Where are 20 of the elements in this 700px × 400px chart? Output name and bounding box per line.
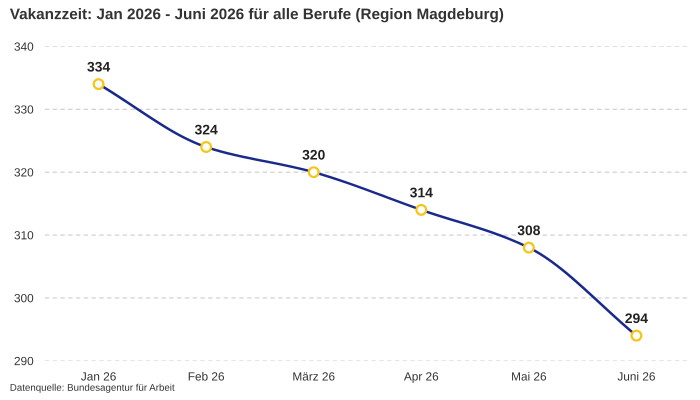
x-tick-label: Feb 26 bbox=[188, 372, 224, 381]
x-tick-label: März 26 bbox=[293, 372, 335, 381]
data-label: 314 bbox=[410, 188, 433, 198]
y-tick-label: 300 bbox=[14, 294, 34, 302]
y-tick-label: 330 bbox=[14, 105, 34, 114]
x-tick-label: Apr 26 bbox=[404, 372, 438, 383]
data-label: 320 bbox=[302, 150, 325, 160]
data-label: 294 bbox=[625, 313, 648, 324]
x-tick-label: Mai 26 bbox=[512, 372, 546, 381]
data-label: 308 bbox=[518, 225, 540, 236]
data-label: 334 bbox=[87, 62, 110, 72]
y-tick-label: 340 bbox=[14, 42, 34, 51]
y-tick-label: 310 bbox=[14, 231, 34, 240]
y-tick-label: 320 bbox=[14, 168, 34, 177]
chart-title: Vakanzzeit: Jan 2026 - Juni 2026 für alle Berufe (Region Magdeburg) bbox=[10, 8, 504, 22]
x-tick-label: Juni 26 bbox=[618, 372, 655, 381]
data-label: 324 bbox=[194, 124, 218, 135]
text: Datenquelle: Bundesagentur für Arbeit bbox=[10, 384, 175, 393]
y-tick-label: 290 bbox=[14, 356, 34, 366]
x-tick-label: Jan 26 bbox=[81, 372, 116, 381]
